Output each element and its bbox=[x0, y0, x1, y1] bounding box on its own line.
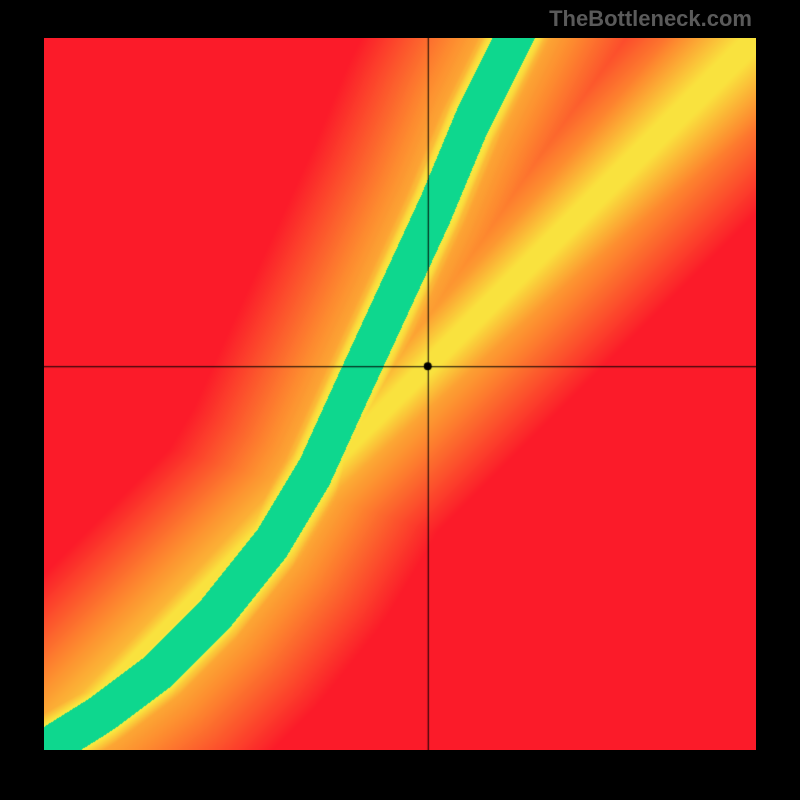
chart-container: TheBottleneck.com bbox=[0, 0, 800, 800]
heatmap-canvas bbox=[44, 38, 756, 750]
watermark-text: TheBottleneck.com bbox=[549, 6, 752, 32]
heatmap-plot bbox=[44, 38, 756, 750]
